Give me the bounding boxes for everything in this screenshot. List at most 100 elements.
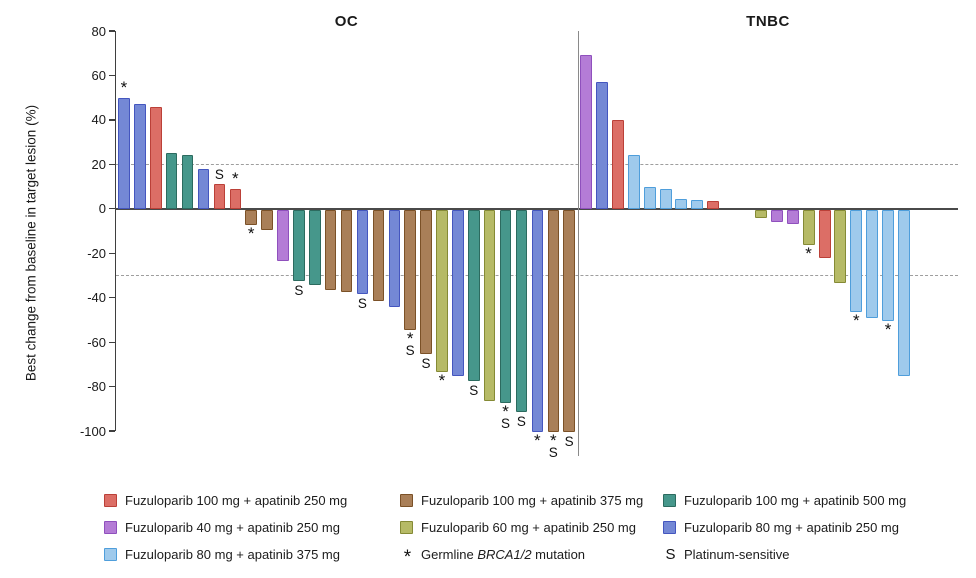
bar-tnbc-8	[691, 199, 704, 209]
platinum-marker: S	[357, 296, 367, 312]
bar-oc-27	[531, 209, 544, 432]
bar-oc-6	[197, 168, 210, 209]
bar-oc-5	[181, 155, 194, 209]
y-tick-label: -100	[79, 423, 106, 439]
legend-item: Fuzuloparib 40 mg + apatinib 250 mg	[104, 518, 340, 536]
y-tick-label: 0	[98, 201, 106, 217]
y-tick-label: 60	[91, 67, 106, 83]
y-tick	[109, 74, 115, 77]
germline-marker: *	[438, 371, 446, 391]
germline-marker: *	[534, 431, 541, 451]
legend-swatch-teal	[663, 493, 676, 507]
legend-item: Fuzuloparib 100 mg + apatinib 500 mg	[663, 491, 906, 509]
bar-tnbc-10	[754, 209, 767, 219]
legend-item: S Platinum-sensitive	[663, 545, 790, 563]
germline-marker: *	[231, 168, 239, 188]
y-axis-spine	[115, 31, 117, 432]
bar-tnbc-2	[595, 82, 608, 209]
group-divider-line	[577, 31, 579, 456]
bar-oc-16	[356, 209, 369, 295]
y-tick-label: -60	[87, 334, 106, 350]
bar-tnbc-18	[882, 209, 895, 321]
bar-tnbc-9	[707, 201, 720, 209]
bar-tnbc-6	[659, 188, 672, 209]
legend-swatch-brown	[400, 493, 413, 507]
bar-tnbc-16	[850, 209, 863, 312]
legend-item: Fuzuloparib 100 mg + apatinib 375 mg	[400, 491, 643, 509]
legend-label: Fuzuloparib 100 mg + apatinib 500 mg	[684, 492, 907, 508]
bar-oc-20	[420, 209, 432, 355]
y-tick	[109, 30, 115, 32]
bar-tnbc-5	[643, 186, 656, 209]
bar-oc-19	[404, 209, 416, 330]
y-tick-label: -40	[87, 290, 106, 306]
bar-tnbc-15	[834, 209, 847, 283]
platinum-marker: S	[294, 282, 304, 298]
legend-item: Fuzuloparib 80 mg + apatinib 375 mg	[104, 545, 340, 563]
y-tick-label: 20	[91, 156, 106, 172]
bar-oc-2	[134, 104, 146, 209]
zero-baseline	[115, 208, 958, 210]
legend-item: Fuzuloparib 60 mg + apatinib 250 mg	[400, 518, 636, 536]
bar-oc-21	[436, 209, 448, 372]
bar-oc-4	[165, 153, 178, 209]
germline-platinum-marker: * S	[548, 431, 558, 461]
s-symbol: S	[665, 545, 676, 563]
bar-oc-26	[515, 209, 528, 412]
bar-oc-12	[293, 209, 305, 281]
group-title-tnbc: TNBC	[746, 13, 790, 30]
platinum-marker: S	[516, 414, 526, 430]
bar-tnbc-17	[866, 209, 879, 319]
bar-oc-17	[372, 209, 385, 301]
legend-label: Fuzuloparib 80 mg + apatinib 375 mg	[125, 546, 340, 562]
y-tick-label: -20	[87, 245, 106, 261]
y-tick	[109, 341, 115, 343]
y-tick-label: 40	[91, 112, 106, 128]
asterisk-symbol: *	[403, 547, 412, 568]
y-tick	[109, 252, 115, 254]
legend-label: Fuzuloparib 100 mg + apatinib 375 mg	[421, 492, 644, 508]
legend-item: Fuzuloparib 80 mg + apatinib 250 mg	[663, 518, 899, 536]
bar-tnbc-14	[818, 209, 831, 259]
platinum-marker: S	[469, 382, 479, 398]
legend-swatch-periwinkle	[663, 520, 676, 534]
bar-tnbc-1	[580, 55, 592, 209]
bar-oc-22	[452, 209, 464, 377]
bar-oc-9	[245, 209, 257, 226]
bar-tnbc-11	[770, 209, 783, 222]
bar-tnbc-13	[802, 209, 815, 246]
bar-oc-25	[499, 209, 512, 403]
y-tick	[109, 430, 115, 432]
legend-item: Fuzuloparib 100 mg + apatinib 250 mg	[104, 491, 347, 509]
bar-oc-1	[118, 97, 130, 209]
bar-oc-23	[468, 209, 480, 381]
platinum-marker: S	[214, 167, 224, 183]
y-tick-label: 80	[91, 23, 106, 39]
bar-oc-15	[340, 209, 353, 292]
bar-oc-11	[277, 209, 289, 261]
legend-label: Platinum-sensitive	[684, 546, 790, 562]
y-tick	[109, 208, 115, 210]
bar-oc-13	[309, 209, 321, 286]
germline-marker: *	[852, 311, 860, 331]
bar-tnbc-12	[786, 209, 799, 225]
legend-label: Germline BRCA1/2 mutation	[421, 546, 586, 562]
platinum-marker: S	[421, 356, 431, 372]
legend-swatch-olive	[400, 520, 413, 534]
bar-oc-10	[261, 209, 273, 230]
legend-swatch-red	[104, 493, 117, 507]
bar-oc-18	[388, 209, 400, 308]
reference-line	[116, 164, 958, 166]
bar-oc-8	[229, 188, 241, 209]
legend-swatch-lightblue	[104, 547, 117, 561]
bar-oc-29	[563, 209, 575, 432]
bar-oc-24	[483, 209, 496, 401]
y-tick	[109, 297, 115, 299]
germline-platinum-marker: * S	[501, 402, 511, 432]
legend-item: * Germline BRCA1/2 mutation	[400, 545, 586, 568]
germline-marker: *	[247, 224, 255, 244]
y-tick	[109, 163, 115, 166]
